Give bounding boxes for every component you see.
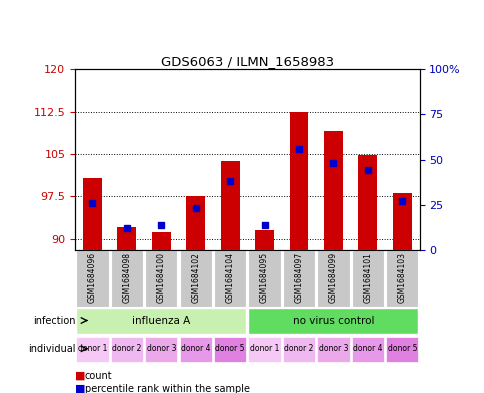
Bar (186, 196, 205, 250)
Text: GSM1684098: GSM1684098 (122, 252, 131, 303)
Bar (255, 230, 273, 250)
Text: GSM1684101: GSM1684101 (363, 252, 372, 303)
Bar (76, 337, 108, 362)
Text: influenza A: influenza A (132, 316, 190, 325)
Bar (323, 131, 342, 250)
Bar (385, 337, 418, 362)
Text: donor 5: donor 5 (387, 344, 416, 353)
Bar (289, 112, 308, 250)
Bar (317, 337, 349, 362)
Text: GSM1684097: GSM1684097 (294, 252, 303, 303)
Bar (76, 309, 246, 334)
Bar (392, 193, 411, 250)
Text: GSM1684104: GSM1684104 (225, 252, 234, 303)
Text: donor 2: donor 2 (284, 344, 313, 353)
Bar (220, 161, 239, 250)
Text: donor 1: donor 1 (77, 344, 107, 353)
Text: GSM1684096: GSM1684096 (88, 252, 97, 303)
Bar (213, 250, 246, 307)
Text: donor 3: donor 3 (146, 344, 176, 353)
Bar (213, 337, 246, 362)
Bar (145, 337, 177, 362)
Bar (76, 250, 108, 307)
Text: infection: infection (33, 316, 76, 325)
Text: donor 4: donor 4 (352, 344, 382, 353)
Bar (351, 250, 383, 307)
Text: donor 3: donor 3 (318, 344, 348, 353)
Bar (83, 178, 102, 250)
Text: individual: individual (28, 344, 76, 354)
Bar (282, 250, 315, 307)
Text: GSM1684100: GSM1684100 (156, 252, 166, 303)
Bar (248, 309, 418, 334)
Bar (385, 250, 418, 307)
Bar (151, 232, 170, 250)
Bar (179, 337, 212, 362)
Bar (117, 227, 136, 250)
Bar (282, 337, 315, 362)
Text: percentile rank within the sample: percentile rank within the sample (85, 384, 249, 393)
Bar (145, 250, 177, 307)
Text: GSM1684103: GSM1684103 (397, 252, 406, 303)
Text: no virus control: no virus control (292, 316, 374, 325)
Bar (110, 250, 143, 307)
Text: donor 1: donor 1 (249, 344, 279, 353)
Bar (248, 337, 280, 362)
Title: GDS6063 / ILMN_1658983: GDS6063 / ILMN_1658983 (161, 55, 333, 68)
Text: GSM1684095: GSM1684095 (259, 252, 269, 303)
Bar (317, 250, 349, 307)
Bar (110, 337, 143, 362)
Text: ■: ■ (75, 384, 86, 393)
Bar (351, 337, 383, 362)
Bar (248, 250, 280, 307)
Bar (179, 250, 212, 307)
Text: donor 2: donor 2 (112, 344, 141, 353)
Text: donor 4: donor 4 (181, 344, 210, 353)
Text: count: count (85, 371, 112, 381)
Text: GSM1684099: GSM1684099 (328, 252, 337, 303)
Text: ■: ■ (75, 371, 86, 381)
Bar (358, 155, 377, 250)
Text: donor 5: donor 5 (215, 344, 244, 353)
Text: GSM1684102: GSM1684102 (191, 252, 200, 303)
